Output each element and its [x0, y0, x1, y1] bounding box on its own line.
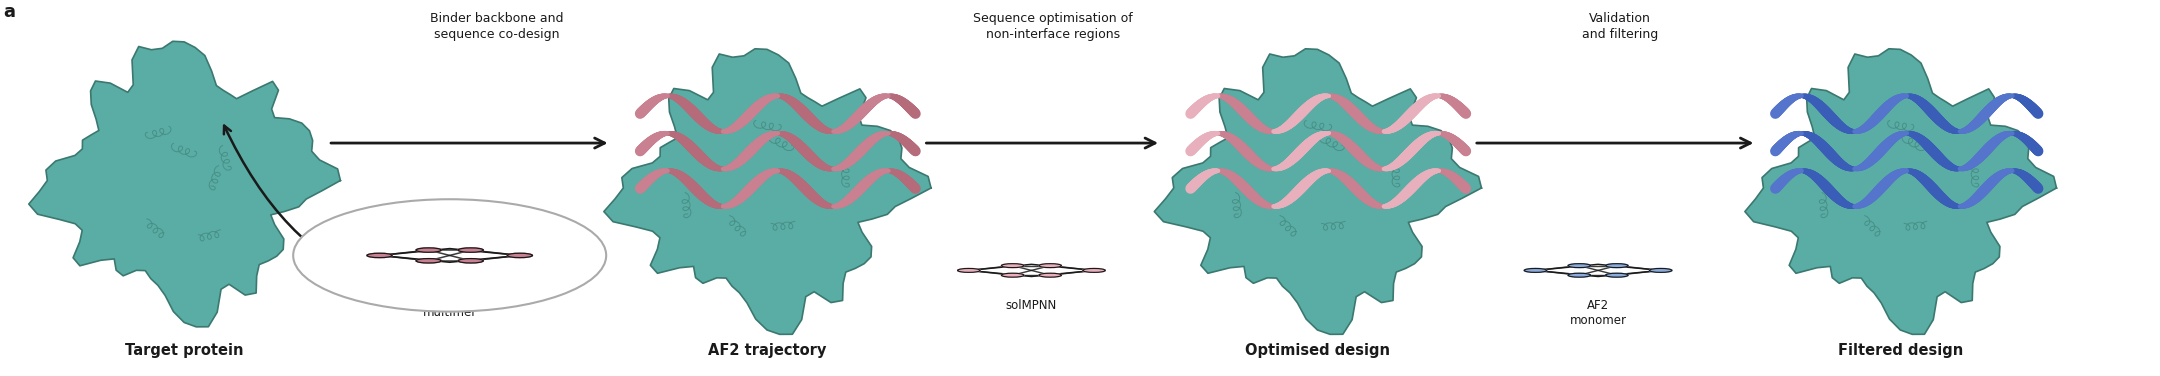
- Circle shape: [1568, 264, 1590, 268]
- Circle shape: [1002, 273, 1024, 277]
- Circle shape: [1002, 264, 1024, 268]
- Circle shape: [508, 253, 534, 258]
- Polygon shape: [605, 49, 931, 334]
- Polygon shape: [1153, 49, 1482, 334]
- Circle shape: [458, 248, 484, 252]
- Circle shape: [1039, 273, 1061, 277]
- Text: AF2 trajectory: AF2 trajectory: [708, 343, 825, 358]
- Circle shape: [1605, 273, 1629, 277]
- Circle shape: [367, 253, 393, 258]
- Text: Binder backbone and
sequence co-design: Binder backbone and sequence co-design: [430, 12, 564, 41]
- Circle shape: [1082, 268, 1106, 272]
- Polygon shape: [1745, 49, 2056, 334]
- Circle shape: [1605, 264, 1629, 268]
- Circle shape: [417, 248, 441, 252]
- Text: AF2
multimer: AF2 multimer: [423, 291, 477, 319]
- Text: a: a: [2, 3, 15, 21]
- Circle shape: [417, 259, 441, 263]
- Text: Filtered design: Filtered design: [1838, 343, 1963, 358]
- Circle shape: [1525, 268, 1547, 272]
- Circle shape: [1039, 264, 1061, 268]
- Circle shape: [1650, 268, 1672, 272]
- Polygon shape: [28, 41, 341, 327]
- Ellipse shape: [294, 199, 607, 312]
- Circle shape: [957, 268, 981, 272]
- Text: Validation
and filtering: Validation and filtering: [1581, 12, 1657, 41]
- Circle shape: [458, 259, 484, 263]
- Circle shape: [1568, 273, 1590, 277]
- Text: Optimised design: Optimised design: [1244, 343, 1389, 358]
- Text: Sequence optimisation of
non-interface regions: Sequence optimisation of non-interface r…: [974, 12, 1132, 41]
- Text: solMPNN: solMPNN: [1007, 299, 1056, 311]
- Text: Target protein: Target protein: [125, 343, 244, 358]
- Text: AF2
monomer: AF2 monomer: [1570, 299, 1626, 326]
